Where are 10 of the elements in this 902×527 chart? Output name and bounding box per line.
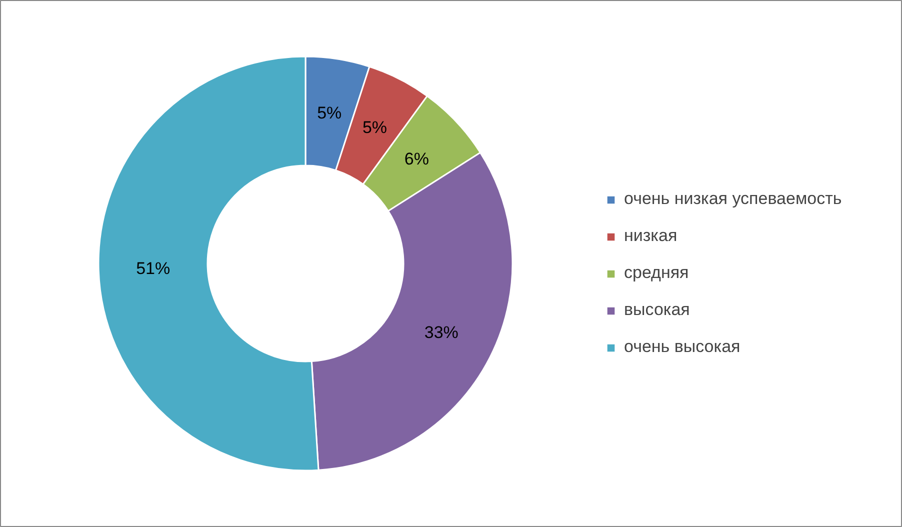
data-label: 5% [317,103,342,122]
legend-label: очень высокая [624,337,740,357]
legend-label: очень низкая успеваемость [624,189,842,209]
legend-label: низкая [624,226,678,246]
data-label: 6% [404,150,429,169]
legend-label: высокая [624,300,690,320]
data-label: 51% [136,258,170,278]
data-label: 33% [424,323,458,342]
legend-label: средняя [624,263,689,283]
data-label: 5% [362,118,388,138]
